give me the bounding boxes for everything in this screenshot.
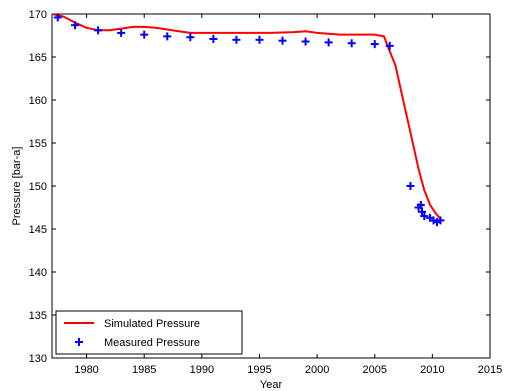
measured-pressure-point bbox=[278, 36, 287, 45]
measured-pressure-point bbox=[53, 14, 62, 22]
measured-pressure-point bbox=[420, 212, 429, 221]
measured-pressure-point bbox=[370, 40, 379, 49]
plot-area: 1980 1985 1990 1995 2000 2005 2010 2015 130 135 14… bbox=[11, 9, 502, 391]
y-tick-label: 150 bbox=[29, 181, 47, 193]
measured-pressure-point bbox=[186, 33, 195, 42]
simulated-pressure-line bbox=[52, 14, 443, 222]
x-tick-label: 2015 bbox=[478, 364, 502, 376]
measured-pressure-point bbox=[232, 35, 241, 44]
measured-pressure-point bbox=[94, 26, 103, 35]
plot-frame bbox=[51, 13, 491, 359]
legend-entry-label: Measured Pressure bbox=[104, 337, 200, 349]
measured-pressure-point bbox=[324, 38, 333, 47]
y-axis-label: Pressure [bar-a] bbox=[11, 147, 23, 226]
y-tick-label: 140 bbox=[29, 267, 47, 279]
y-tick-label: 145 bbox=[29, 224, 47, 236]
legend-entry-label: Simulated Pressure bbox=[104, 318, 200, 330]
measured-pressure-point bbox=[140, 30, 149, 39]
y-tick-label: 130 bbox=[29, 353, 47, 365]
series-group bbox=[52, 14, 445, 227]
measured-pressure-point bbox=[255, 35, 264, 44]
x-tick-label: 1995 bbox=[247, 364, 271, 376]
legend-box bbox=[55, 310, 243, 355]
legend: Simulated Pressure Measured Pressure bbox=[55, 310, 243, 355]
measured-pressure-point bbox=[417, 207, 426, 216]
x-tick-label: 2000 bbox=[305, 364, 329, 376]
measured-pressure-point bbox=[347, 39, 356, 48]
x-tick-label: 1990 bbox=[190, 364, 214, 376]
measured-pressure-point bbox=[71, 21, 80, 30]
legend-marker-swatch bbox=[75, 338, 83, 346]
measured-pressure-point bbox=[117, 28, 126, 37]
y-tick-label: 155 bbox=[29, 138, 47, 150]
measured-pressure-point bbox=[301, 37, 310, 46]
x-tick-label: 2010 bbox=[420, 364, 444, 376]
x-tick-label: 1980 bbox=[74, 364, 98, 376]
y-tick-label: 160 bbox=[29, 95, 47, 107]
y-tick-label: 170 bbox=[29, 9, 47, 21]
measured-pressure-point bbox=[385, 41, 394, 50]
y-tick-label: 135 bbox=[29, 310, 47, 322]
measured-pressure-point bbox=[406, 182, 415, 190]
measured-pressure-point bbox=[163, 32, 172, 41]
x-tick-label: 2005 bbox=[362, 364, 386, 376]
y-tick-label: 165 bbox=[29, 52, 47, 64]
x-axis-label: Year bbox=[260, 379, 283, 391]
x-tick-label: 1985 bbox=[132, 364, 156, 376]
measured-pressure-point bbox=[209, 34, 218, 43]
measured-pressure-point bbox=[436, 216, 445, 225]
measured-pressure-point bbox=[416, 200, 425, 209]
